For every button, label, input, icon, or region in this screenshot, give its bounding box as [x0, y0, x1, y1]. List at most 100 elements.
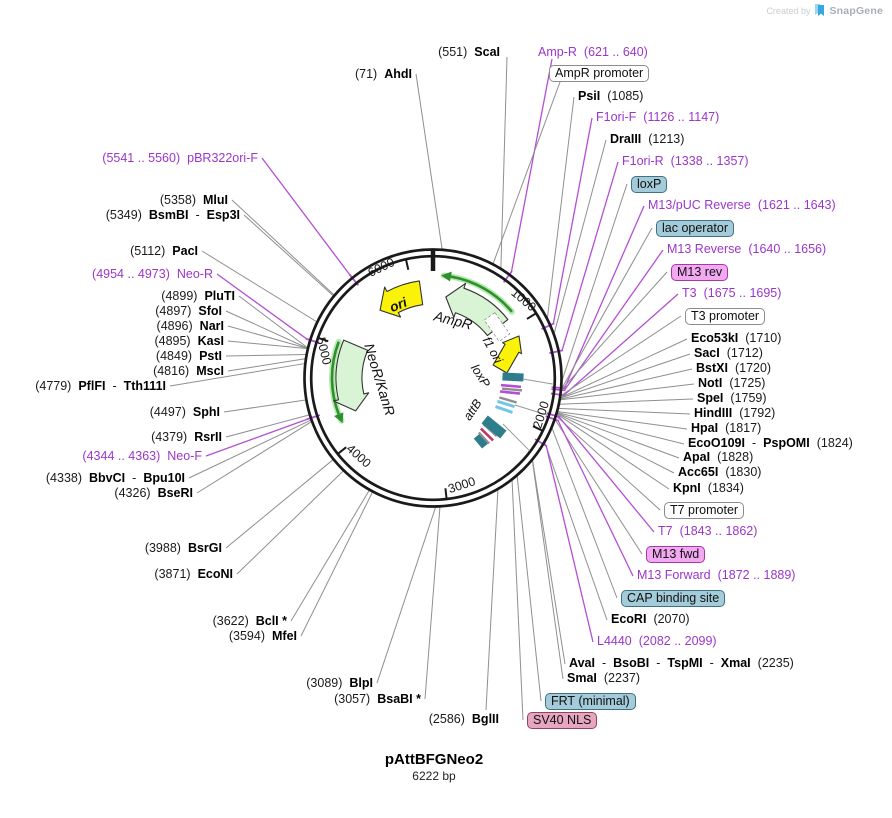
- primer-label-neoR: (4954 .. 4973) Neo-R: [92, 267, 213, 282]
- label-part: DraIII: [610, 132, 642, 146]
- label-part: (4899): [161, 289, 198, 303]
- leader-line-t7prom: [555, 415, 661, 511]
- label-part: TspMI: [667, 656, 703, 670]
- enzyme-label-sacI: SacI (1712): [694, 346, 763, 361]
- label-part: HpaI: [691, 421, 719, 435]
- label-part: (4895): [154, 334, 191, 348]
- leader-line-avaI: [531, 459, 566, 665]
- label-part: (5349): [105, 208, 142, 222]
- label-part: F1ori-F: [596, 110, 637, 124]
- leader-line-bstXI: [559, 368, 693, 400]
- map-label-neor-kanr: NeoR/KanR: [361, 341, 398, 417]
- leader-line-hpaI: [556, 411, 688, 430]
- label-part: (4497): [149, 405, 186, 419]
- label-part: ApaI: [683, 450, 711, 464]
- leader-line-narI: [227, 325, 309, 349]
- site-bar-attb-2: [473, 433, 489, 449]
- enzyme-label-kasI: (4895) KasI: [154, 334, 224, 349]
- leader-line-t7: [558, 416, 655, 533]
- enzyme-label-ecoNI: (3871) EcoNI: [154, 567, 233, 582]
- primer-label-t7: T7 (1843 .. 1862): [658, 524, 757, 539]
- feature-box-loxPbox: loxP: [631, 176, 668, 193]
- label-part: (4338): [45, 471, 83, 485]
- label-part: T3 promoter: [691, 309, 760, 323]
- ring-tick-2000: [532, 425, 543, 432]
- ring-tick-5000: [318, 337, 329, 343]
- label-part: -: [132, 471, 137, 485]
- label-part: (2586): [428, 712, 465, 726]
- label-part: BsoBI: [613, 656, 650, 670]
- label-part: BstXI: [696, 361, 728, 375]
- site-bar-primer-2: [499, 390, 521, 395]
- map-label-attb: attB: [461, 397, 485, 423]
- leader-line-apaI: [556, 412, 680, 459]
- enzyme-label-hindIII: HindIII (1792): [694, 406, 775, 421]
- label-part: (5112): [130, 244, 166, 258]
- label-part: SV40 NLS: [533, 713, 592, 727]
- label-part: (1843 .. 1862): [679, 524, 758, 538]
- enzyme-label-ecoRI: EcoRI (2070): [611, 612, 690, 627]
- leader-line-psiI: [546, 96, 575, 320]
- label-part: (71): [354, 67, 378, 81]
- ring-tick-6000: [405, 259, 410, 270]
- leader-line-capsite: [551, 427, 618, 599]
- leader-line-l4440: [545, 445, 594, 643]
- snapgene-logo-icon: [815, 4, 825, 16]
- label-part: (551): [438, 45, 468, 59]
- site-bar-crimson: [479, 427, 495, 442]
- label-part: ScaI: [474, 45, 500, 59]
- ring-tick-1000: [526, 312, 536, 320]
- primer-label-m13reverse: M13 Reverse (1640 .. 1656): [667, 242, 826, 257]
- leader-line-speI: [558, 398, 694, 405]
- leader-line-bbvcI: [188, 419, 312, 479]
- label-part: (5541 .. 5560): [102, 151, 181, 165]
- feature-box-m13revbox: M13 rev: [671, 264, 729, 281]
- label-part: (2235): [757, 656, 794, 670]
- label-part: HindIII: [694, 406, 733, 420]
- label-part: (1085): [607, 89, 644, 103]
- enzyme-label-apaI: ApaI (1828): [683, 450, 753, 465]
- leader-line-t3prom: [559, 315, 682, 397]
- feature-junction-box: [483, 312, 511, 342]
- ampr-direction-arc: [450, 275, 513, 313]
- label-part: BsaBI *: [377, 692, 421, 706]
- title-block: pAttBFGNeo2 6222 bp: [284, 751, 584, 783]
- label-part: AmpR promoter: [555, 66, 644, 80]
- label-part: M13/pUC Reverse: [648, 198, 751, 212]
- leader-line-bclI: [290, 489, 371, 622]
- label-part: SfoI: [198, 304, 222, 318]
- enzyme-label-pluTI: (4899) PluTI: [161, 289, 235, 304]
- label-part: -: [195, 208, 200, 222]
- label-part: Esp3I: [206, 208, 240, 222]
- label-part: KpnI: [673, 481, 701, 495]
- label-part: MluI: [203, 193, 228, 207]
- label-part: SphI: [192, 405, 220, 419]
- label-part: MfeI: [272, 629, 297, 643]
- feature-box-sv40: SV40 NLS: [527, 712, 598, 729]
- ring-tick-4000: [337, 446, 347, 455]
- leader-line-eco53kI: [559, 338, 688, 399]
- label-part: loxP: [637, 177, 662, 191]
- label-part: (3594): [228, 629, 265, 643]
- leader-line-bglII: [485, 488, 499, 711]
- label-part: (1824): [816, 436, 853, 450]
- label-part: (1621 .. 1643): [757, 198, 836, 212]
- leader-line-rsrII: [225, 414, 311, 438]
- label-part: MscI: [196, 364, 224, 378]
- label-part: (1712): [726, 346, 763, 360]
- label-part: Acc65I: [678, 465, 719, 479]
- label-part: KasI: [197, 334, 224, 348]
- site-bar-gray-1: [501, 387, 523, 392]
- label-part: (4344 .. 4363): [82, 449, 161, 463]
- label-part: BsmBI: [148, 208, 189, 222]
- label-part: (4816): [153, 364, 190, 378]
- primer-label-f1oriF: F1ori-F (1126 .. 1147): [596, 110, 719, 125]
- label-part: (1817): [725, 421, 762, 435]
- label-part: (3057): [334, 692, 371, 706]
- label-part: AvaI: [569, 656, 595, 670]
- enzyme-label-bbvcI: (4338) BbvCI - Bpu10I: [46, 471, 185, 486]
- leader-line-m13fwdbox: [554, 418, 643, 555]
- leader-line-m13puc: [564, 205, 645, 389]
- leader-line-bseRI: [196, 420, 313, 494]
- site-bar-gray-2: [499, 396, 517, 404]
